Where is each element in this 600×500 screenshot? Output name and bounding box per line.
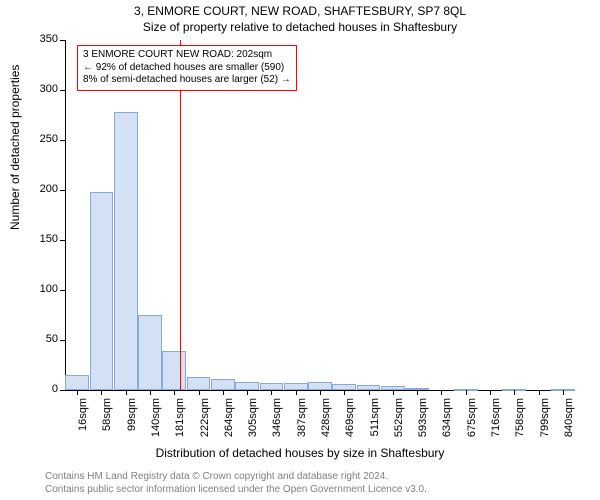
histogram-bar [260, 383, 284, 390]
histogram-bar [284, 383, 308, 390]
histogram-bar [138, 315, 162, 390]
x-tick-mark [466, 390, 467, 395]
marker-line [180, 40, 181, 390]
y-tick-label: 300 [30, 83, 58, 95]
x-tick-mark [393, 390, 394, 395]
y-axis-label: Number of detached properties [8, 65, 22, 230]
x-tick-label: 181sqm [174, 398, 186, 448]
x-tick-label: 593sqm [417, 398, 429, 448]
histogram-bar [114, 112, 138, 390]
y-axis-line [65, 40, 66, 390]
x-tick-label: 222sqm [199, 398, 211, 448]
x-tick-mark [126, 390, 127, 395]
y-tick-label: 200 [30, 183, 58, 195]
x-tick-mark [514, 390, 515, 395]
chart-title-address: 3, ENMORE COURT, NEW ROAD, SHAFTESBURY, … [0, 4, 600, 18]
x-tick-mark [271, 390, 272, 395]
footer-copyright-2: Contains public sector information licen… [45, 484, 427, 495]
x-tick-label: 552sqm [393, 398, 405, 448]
x-tick-label: 99sqm [126, 398, 138, 448]
x-tick-label: 16sqm [77, 398, 89, 448]
x-tick-label: 469sqm [344, 398, 356, 448]
y-tick-mark [60, 190, 65, 191]
histogram-bar [235, 382, 259, 390]
x-tick-label: 387sqm [296, 398, 308, 448]
x-tick-label: 758sqm [514, 398, 526, 448]
y-tick-label: 250 [30, 133, 58, 145]
chart-title-subtitle: Size of property relative to detached ho… [0, 20, 600, 34]
x-tick-label: 634sqm [441, 398, 453, 448]
x-axis-label: Distribution of detached houses by size … [0, 446, 600, 460]
legend-line: 8% of semi-detached houses are larger (5… [83, 74, 291, 87]
x-tick-mark [563, 390, 564, 395]
histogram-bar [187, 377, 211, 390]
chart-plot-area: 05010015020025030035016sqm58sqm99sqm140s… [65, 40, 575, 390]
y-tick-mark [60, 390, 65, 391]
x-tick-label: 346sqm [271, 398, 283, 448]
x-tick-mark [150, 390, 151, 395]
x-tick-mark [369, 390, 370, 395]
x-tick-mark [539, 390, 540, 395]
x-tick-label: 264sqm [223, 398, 235, 448]
x-tick-label: 840sqm [563, 398, 575, 448]
y-tick-mark [60, 290, 65, 291]
x-tick-label: 675sqm [466, 398, 478, 448]
x-tick-mark [296, 390, 297, 395]
legend-box: 3 ENMORE COURT NEW ROAD: 202sqm← 92% of … [77, 45, 297, 91]
y-tick-mark [60, 240, 65, 241]
x-tick-label: 428sqm [320, 398, 332, 448]
y-tick-mark [60, 40, 65, 41]
y-tick-label: 50 [30, 333, 58, 345]
x-tick-mark [223, 390, 224, 395]
y-tick-label: 100 [30, 283, 58, 295]
x-tick-mark [77, 390, 78, 395]
histogram-bar [308, 382, 332, 390]
y-tick-mark [60, 140, 65, 141]
histogram-bar [90, 192, 114, 390]
x-tick-mark [490, 390, 491, 395]
x-tick-label: 140sqm [150, 398, 162, 448]
y-tick-label: 0 [30, 383, 58, 395]
y-tick-label: 350 [30, 33, 58, 45]
x-tick-label: 58sqm [101, 398, 113, 448]
y-tick-label: 150 [30, 233, 58, 245]
x-tick-label: 305sqm [247, 398, 259, 448]
y-tick-mark [60, 90, 65, 91]
histogram-bar [65, 375, 89, 390]
y-tick-mark [60, 340, 65, 341]
x-tick-label: 511sqm [369, 398, 381, 448]
histogram-bar [162, 351, 186, 390]
legend-line: ← 92% of detached houses are smaller (59… [83, 62, 291, 75]
footer-copyright-1: Contains HM Land Registry data © Crown c… [45, 471, 388, 482]
histogram-bar [211, 379, 235, 390]
x-tick-mark [101, 390, 102, 395]
x-tick-mark [247, 390, 248, 395]
x-tick-label: 716sqm [490, 398, 502, 448]
legend-line: 3 ENMORE COURT NEW ROAD: 202sqm [83, 49, 291, 62]
x-tick-mark [344, 390, 345, 395]
x-tick-mark [417, 390, 418, 395]
x-tick-mark [441, 390, 442, 395]
x-tick-mark [174, 390, 175, 395]
x-tick-mark [199, 390, 200, 395]
x-tick-label: 799sqm [539, 398, 551, 448]
x-tick-mark [320, 390, 321, 395]
